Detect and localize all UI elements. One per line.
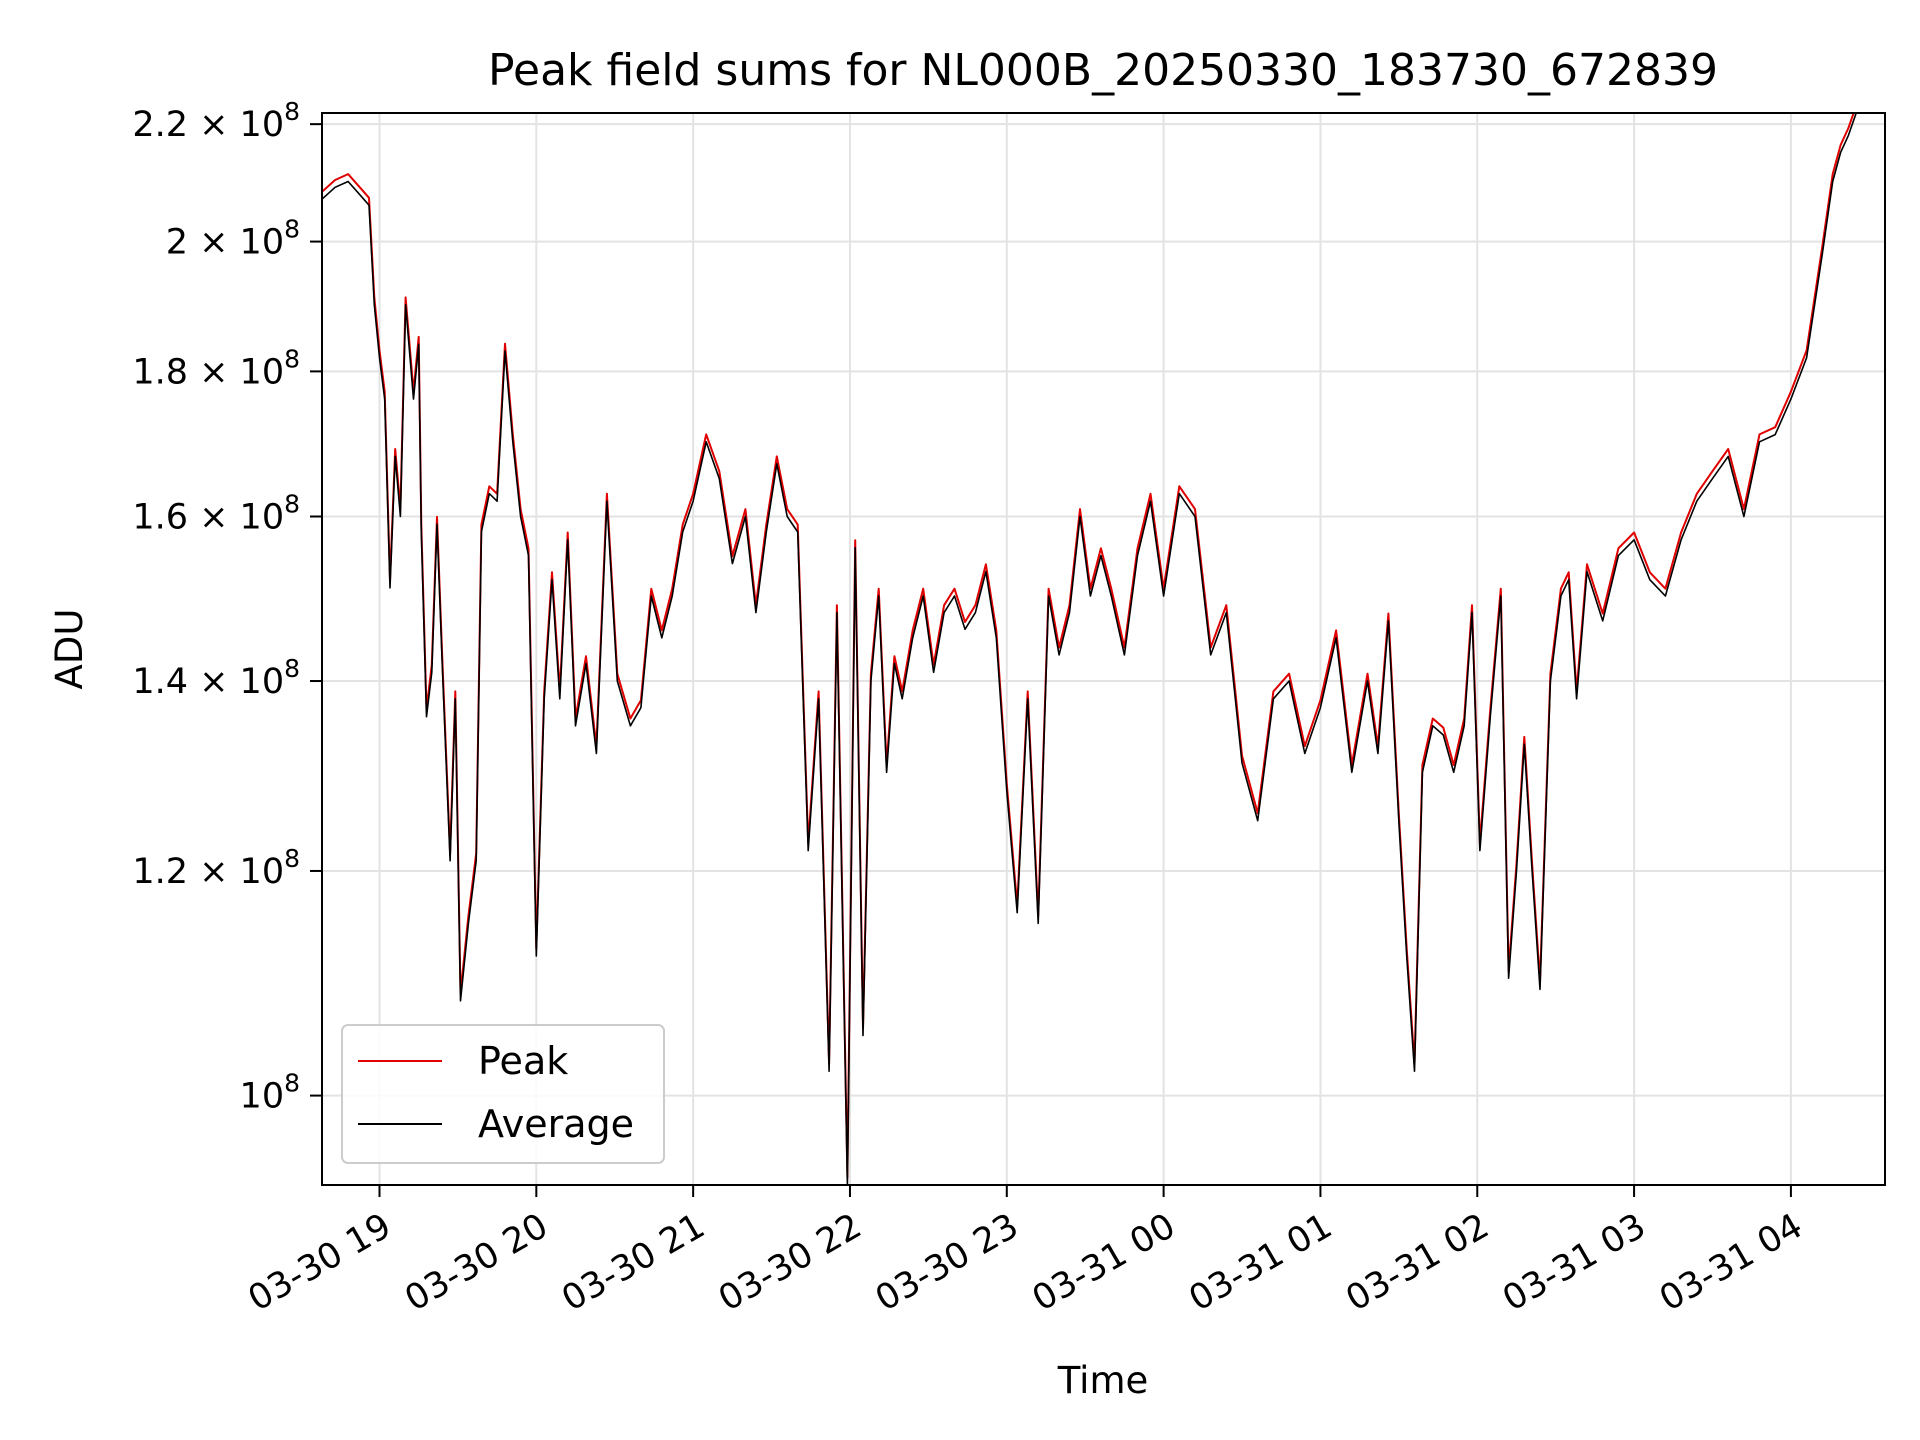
- y-tick-label: 1.8 × 108: [132, 344, 300, 392]
- y-tick-mantissa: 1.2 × 10: [132, 852, 284, 892]
- y-tick-mantissa: 1.6 × 10: [132, 498, 284, 538]
- x-tick-label: 03-31 02: [1339, 1206, 1495, 1319]
- chart-title: Peak field sums for NL000B_20250330_1837…: [488, 45, 1718, 96]
- x-axis-label: Time: [1057, 1359, 1149, 1402]
- y-tick-label: 1.2 × 108: [132, 844, 300, 892]
- y-tick-exponent: 8: [284, 654, 300, 683]
- y-tick-exponent: 8: [284, 1069, 300, 1098]
- y-tick-mantissa: 2.2 × 10: [132, 105, 284, 145]
- y-tick-label: 2 × 108: [166, 215, 300, 263]
- y-tick-exponent: 8: [284, 490, 300, 519]
- y-tick-mantissa: 10: [240, 1077, 285, 1117]
- x-tick-label: 03-30 21: [555, 1206, 711, 1319]
- y-tick-exponent: 8: [284, 215, 300, 244]
- y-tick-label: 2.2 × 108: [132, 97, 300, 145]
- plot-frame: [321, 112, 1886, 1186]
- y-tick-exponent: 8: [284, 844, 300, 873]
- x-tick-label: 03-30 23: [869, 1206, 1025, 1319]
- legend-peak-label: Peak: [478, 1039, 568, 1083]
- y-tick-label: 1.6 × 108: [132, 490, 300, 538]
- legend-box: [341, 1024, 665, 1164]
- x-axis-ticks: 03-30 19 03-30 20 03-30 21 03-30 22 03-30 23…: [242, 1185, 1809, 1319]
- x-tick-label: 03-31 00: [1026, 1206, 1182, 1319]
- y-tick-exponent: 8: [284, 344, 300, 373]
- y-tick-mantissa: 2 × 10: [166, 223, 284, 263]
- series-average-line: [322, 113, 1857, 1185]
- y-tick-label: 1.4 × 108: [132, 654, 300, 702]
- y-tick-exponent: 8: [284, 97, 300, 126]
- y-axis-label: ADU: [48, 609, 91, 690]
- x-tick-label: 03-30 20: [399, 1206, 555, 1319]
- x-tick-label: 03-30 19: [242, 1206, 398, 1319]
- legend: Peak Average: [341, 1024, 665, 1164]
- series-peak-line: [322, 113, 1855, 1179]
- y-tick-mantissa: 1.4 × 10: [132, 662, 284, 702]
- y-tick-label: 108: [240, 1069, 300, 1117]
- x-tick-label: 03-31 01: [1183, 1206, 1339, 1319]
- x-tick-label: 03-30 22: [712, 1206, 868, 1319]
- series-layer: [322, 113, 1857, 1185]
- x-tick-label: 03-31 03: [1496, 1206, 1652, 1319]
- y-tick-mantissa: 1.8 × 10: [132, 352, 284, 392]
- legend-average-label: Average: [478, 1102, 634, 1146]
- x-tick-label: 03-31 04: [1653, 1206, 1809, 1319]
